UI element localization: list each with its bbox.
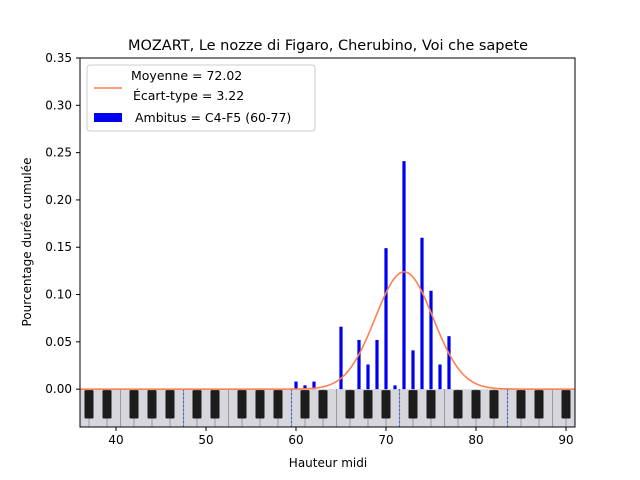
bar-70 [384,248,388,390]
black-key [426,390,436,419]
y-axis: 0.00 0.05 0.10 0.15 0.20 0.25 0.30 0.35 [45,51,80,396]
black-key [318,390,328,419]
black-key [102,390,112,419]
black-key [516,390,526,419]
piano-keyboard [80,389,575,427]
bar-series [294,161,451,390]
y-tick-label: 0.25 [45,146,72,160]
bar-68 [366,364,370,390]
y-tick-label: 0.05 [45,335,72,349]
legend-bar-swatch [94,113,122,122]
black-key [363,390,373,419]
x-tick-label: 70 [378,433,393,447]
black-key [147,390,157,419]
y-tick-label: 0.30 [45,98,72,112]
black-key [84,390,94,419]
legend-curve-label-mean: Moyenne = 72.02 [131,68,242,83]
bar-65 [339,326,343,390]
black-key [345,390,355,419]
bar-77 [447,336,451,390]
bar-74 [420,237,424,390]
y-axis-label: Pourcentage durée cumulée [20,158,34,327]
bar-69 [375,339,379,390]
x-tick-label: 40 [108,433,123,447]
black-key [408,390,418,419]
black-key [237,390,247,419]
legend-box [86,64,316,132]
black-key [489,390,499,419]
x-tick-label: 80 [468,433,483,447]
gaussian-curve-layer [80,271,575,390]
x-axis: 40 50 60 70 80 90 [108,427,574,447]
x-tick-label: 60 [288,433,303,447]
chart-title: MOZART, Le nozze di Figaro, Cherubino, V… [128,38,528,54]
y-tick-label: 0.10 [45,288,72,302]
y-tick-label: 0.00 [45,382,72,396]
black-key [471,390,481,419]
black-key [129,390,139,419]
bar-67 [357,339,361,390]
y-tick-label: 0.20 [45,193,72,207]
y-tick-label: 0.15 [45,240,72,254]
bar-72 [402,161,406,390]
gaussian-curve [80,271,575,390]
black-key [273,390,283,419]
x-tick-label: 50 [198,433,213,447]
bar-76 [438,364,442,390]
black-key [453,390,463,419]
black-key [210,390,220,419]
bar-73 [411,350,415,390]
legend: Moyenne = 72.02 Écart-type = 3.22 Ambitu… [86,64,316,132]
black-key [165,390,175,419]
black-key [300,390,310,419]
bar-60 [294,381,298,390]
black-key [381,390,391,419]
legend-bar-label: Ambitus = C4-F5 (60-77) [135,110,291,125]
bar-62 [312,381,316,390]
bar-61 [303,385,307,390]
black-key [534,390,544,419]
black-key [561,390,571,419]
plot-frame [79,57,576,428]
legend-curve-label-std: Écart-type = 3.22 [133,88,244,103]
black-key [192,390,202,419]
bar-75 [429,290,433,390]
y-tick-label: 0.35 [45,51,72,65]
black-key [255,390,265,419]
x-tick-label: 90 [558,433,573,447]
bar-71 [393,385,397,390]
x-axis-label: Hauteur midi [289,456,367,470]
